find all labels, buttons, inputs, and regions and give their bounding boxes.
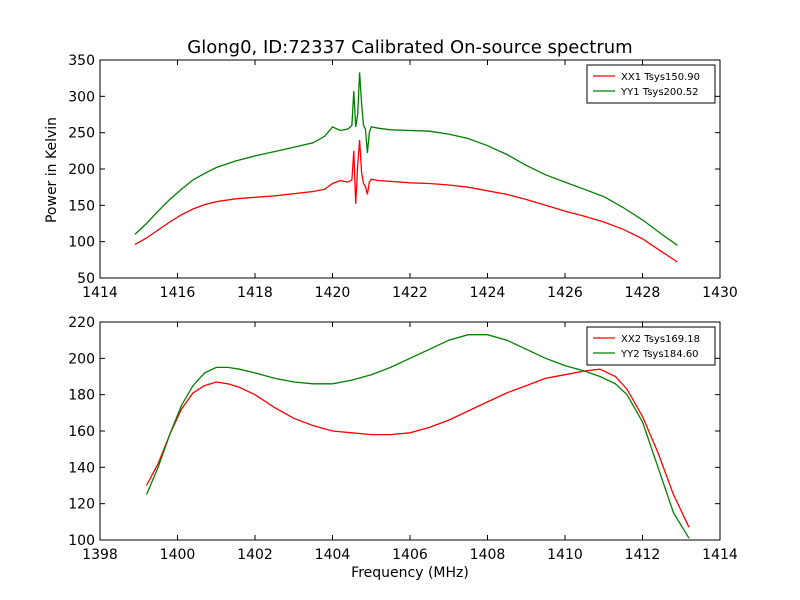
x-tick-label: 1430 xyxy=(702,285,738,301)
x-tick-label: 1408 xyxy=(470,547,506,563)
series-line-yy1 xyxy=(134,72,678,246)
x-tick-label: 1416 xyxy=(160,285,196,301)
y-tick-label: 150 xyxy=(68,198,95,214)
x-tick-label: 1420 xyxy=(315,285,351,301)
legend-label: YY2 Tsys184.60 xyxy=(620,349,699,360)
x-axis-label: Frequency (MHz) xyxy=(351,565,469,581)
y-tick-label: 100 xyxy=(68,533,95,549)
y-axis-label: Power in Kelvin xyxy=(44,117,60,223)
series-line-xx1 xyxy=(134,139,678,263)
x-tick-label: 1402 xyxy=(237,547,273,563)
x-tick-label: 1406 xyxy=(392,547,428,563)
series-line-xx2 xyxy=(145,368,690,528)
bottom-panel: 1398 1400 1402 1404 1406 1408 1410 1412 1414 100 1… xyxy=(68,315,738,563)
x-tick-label: 1400 xyxy=(160,547,196,563)
y-tick-label: 50 xyxy=(77,271,95,287)
y-tick-label: 200 xyxy=(68,162,95,178)
legend-box xyxy=(586,326,716,366)
x-tick-label: 1422 xyxy=(392,285,428,301)
top-panel: 1414 1416 1418 1420 1422 1424 1426 1428 1430 50 10… xyxy=(68,53,738,301)
x-tick-label: 1424 xyxy=(470,285,506,301)
y-tick-label: 180 xyxy=(68,388,95,404)
x-tick-label: 1410 xyxy=(547,547,583,563)
x-tick-label: 1414 xyxy=(82,285,118,301)
legend: XX1 Tsys150.90 YY1 Tsys200.52 xyxy=(586,64,716,104)
legend: XX2 Tsys169.18 YY2 Tsys184.60 xyxy=(586,326,716,366)
y-tick-label: 200 xyxy=(68,351,95,367)
x-tick-label: 1412 xyxy=(625,547,661,563)
x-tick-label: 1418 xyxy=(237,285,273,301)
legend-label: YY1 Tsys200.52 xyxy=(620,87,699,98)
x-tick-label: 1426 xyxy=(547,285,583,301)
legend-label: XX2 Tsys169.18 xyxy=(621,334,700,345)
y-tick-label: 250 xyxy=(68,126,95,142)
x-tick-label: 1414 xyxy=(702,547,738,563)
series-line-yy2 xyxy=(145,334,690,539)
x-tick-label: 1398 xyxy=(82,547,118,563)
y-tick-label: 100 xyxy=(68,235,95,251)
y-tick-label: 350 xyxy=(68,53,95,69)
y-tick-label: 300 xyxy=(68,89,95,105)
x-tick-label: 1428 xyxy=(625,285,661,301)
legend-box xyxy=(586,64,716,104)
y-tick-label: 140 xyxy=(68,460,95,476)
x-tick-label: 1404 xyxy=(315,547,351,563)
y-tick-label: 120 xyxy=(68,497,95,513)
y-tick-label: 160 xyxy=(68,424,95,440)
figure-title: Glong0, ID:72337 Calibrated On-source sp… xyxy=(187,37,632,58)
legend-label: XX1 Tsys150.90 xyxy=(621,72,700,83)
y-tick-label: 220 xyxy=(68,315,95,331)
